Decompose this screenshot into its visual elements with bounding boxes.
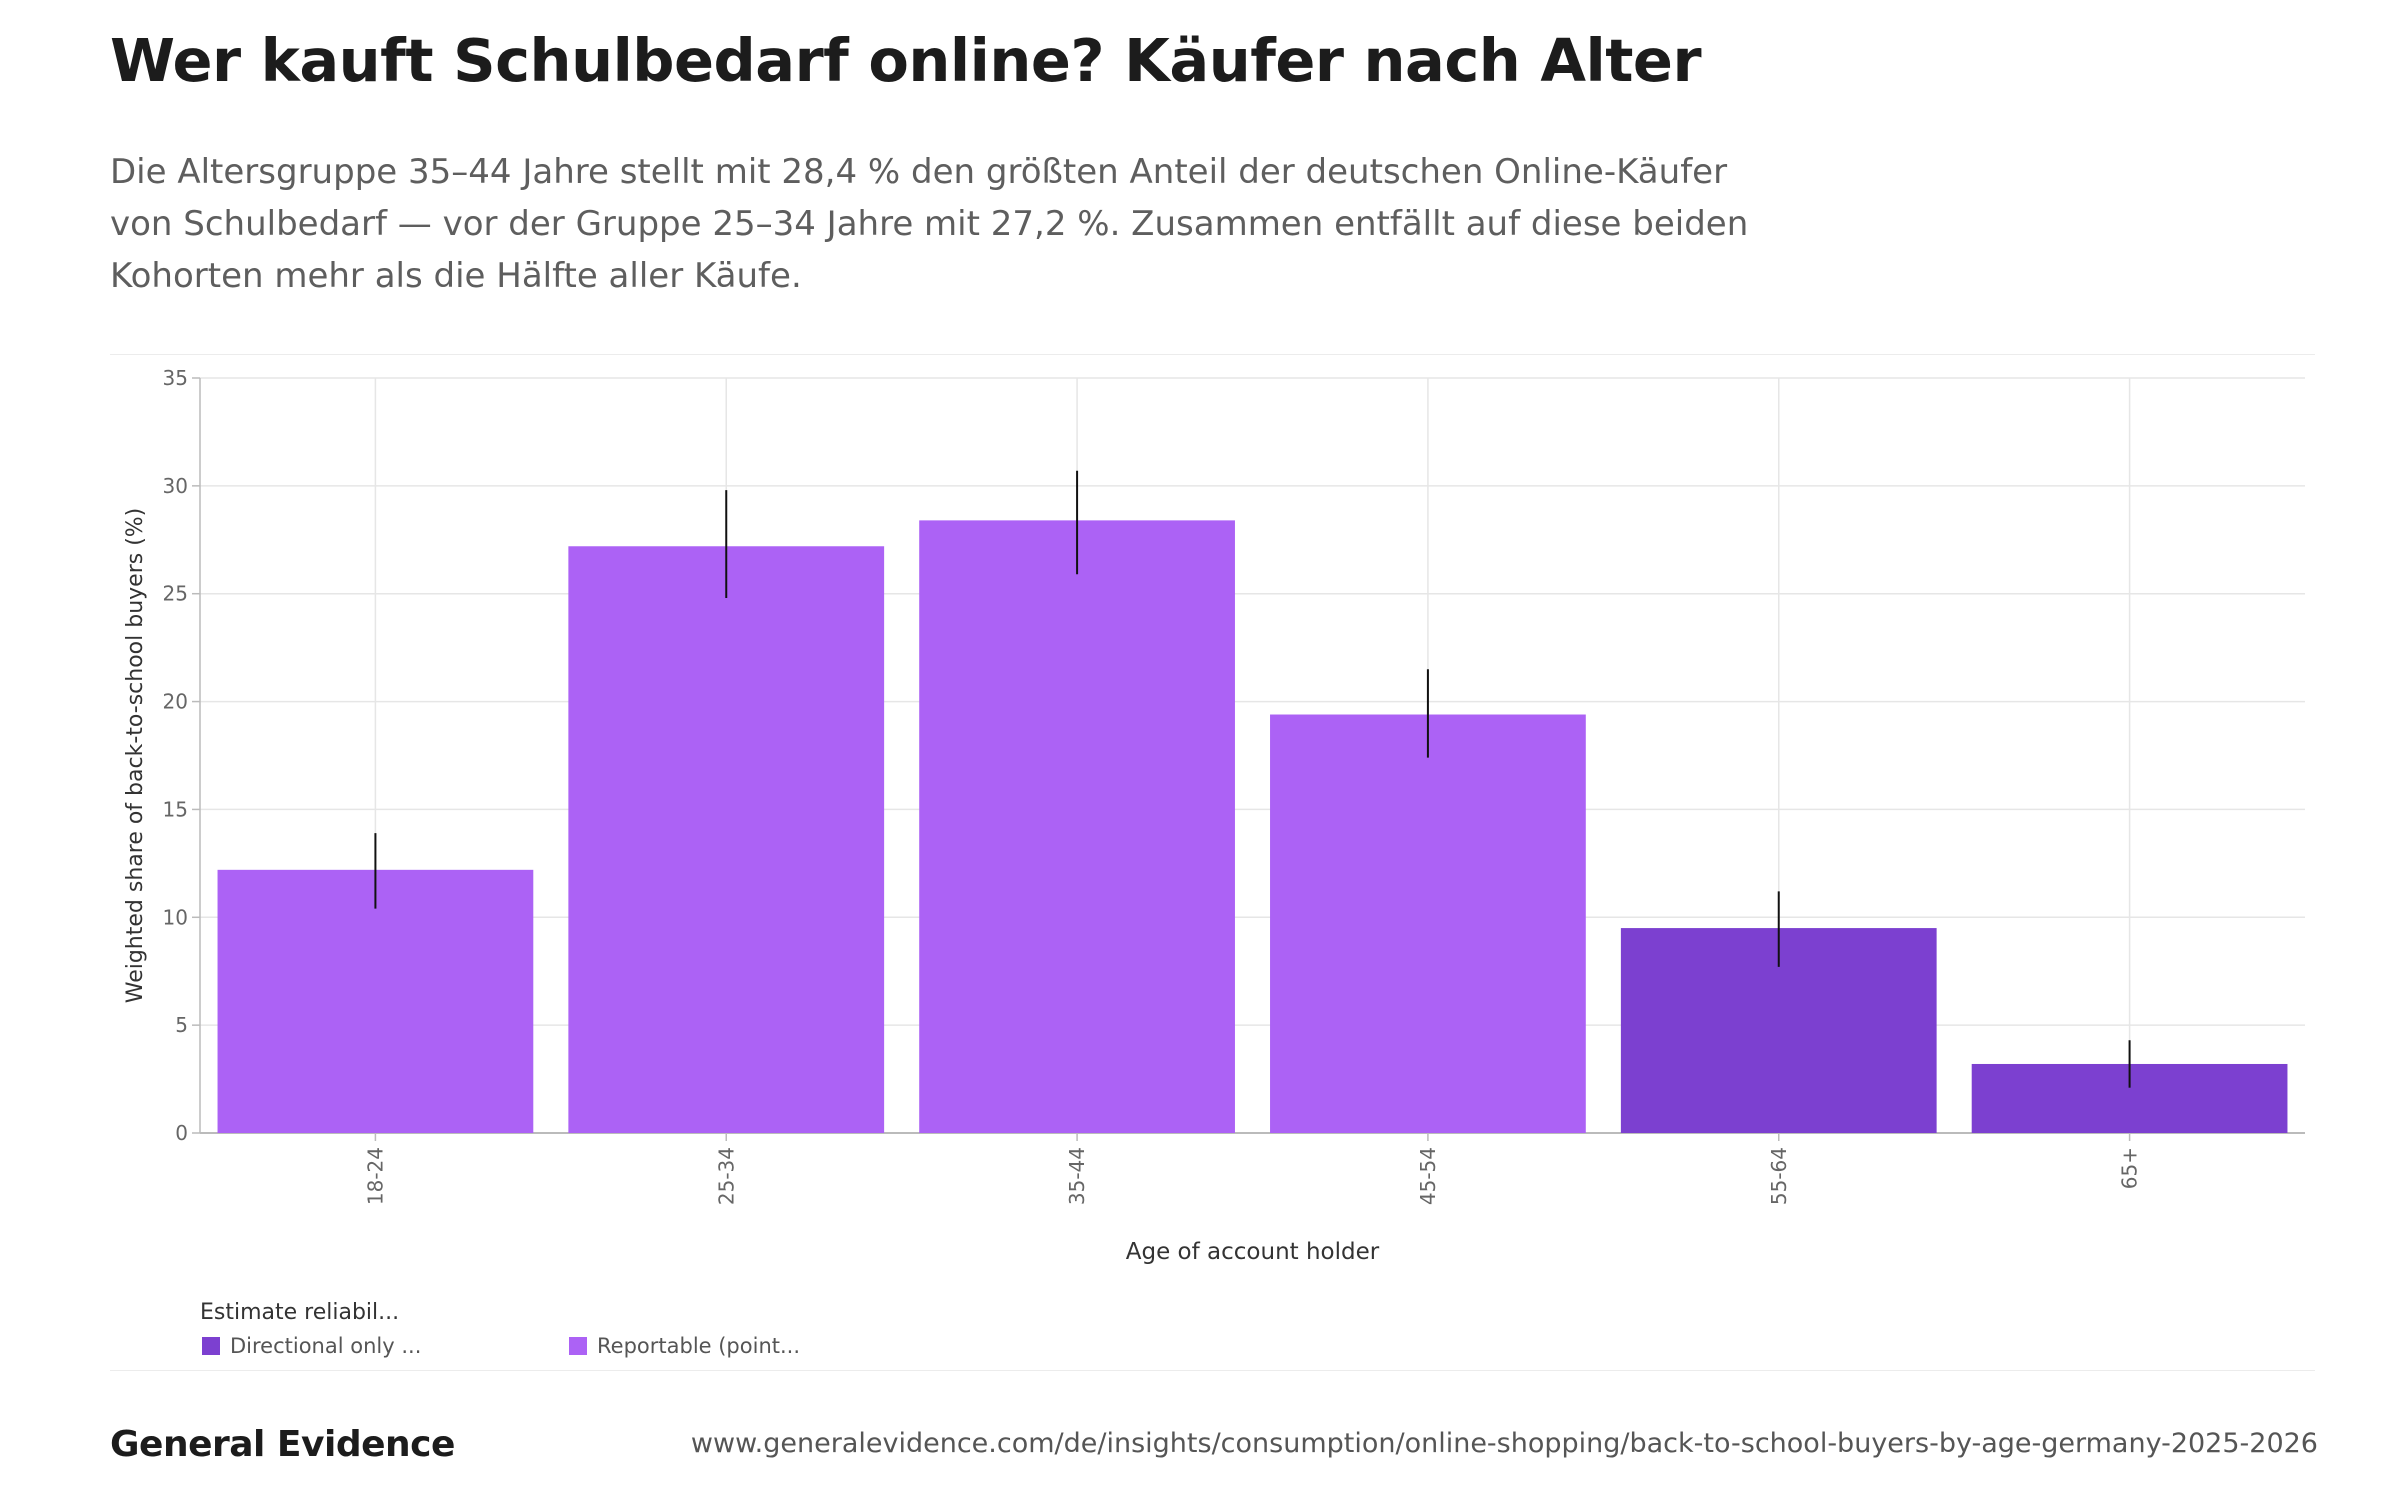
bar bbox=[919, 520, 1235, 1133]
x-tick-label: 25-34 bbox=[714, 1147, 738, 1205]
bar bbox=[217, 869, 534, 1133]
y-tick-label: 30 bbox=[163, 474, 188, 498]
y-tick-label: 35 bbox=[163, 366, 188, 390]
x-axis-title: Age of account holder bbox=[1126, 1239, 1380, 1265]
y-axis-title: Weighted share of back-to-school buyers … bbox=[123, 508, 148, 1004]
y-tick-label: 20 bbox=[163, 690, 188, 714]
bar bbox=[568, 546, 885, 1133]
page-subtitle: Die Altersgruppe 35–44 Jahre stellt mit … bbox=[110, 152, 1749, 296]
source-url[interactable]: www.generalevidence.com/de/insights/cons… bbox=[690, 1428, 2318, 1459]
legend-item-directional[interactable]: Directional only ... bbox=[202, 1334, 421, 1358]
y-tick-label: 5 bbox=[175, 1013, 188, 1037]
y-tick-label: 0 bbox=[175, 1121, 188, 1145]
x-tick-label: 65+ bbox=[2118, 1147, 2142, 1189]
legend-label-reportable: Reportable (point... bbox=[597, 1334, 801, 1358]
x-tick-label: 35-44 bbox=[1065, 1147, 1089, 1205]
y-tick-label: 10 bbox=[163, 905, 188, 929]
y-tick-label: 25 bbox=[163, 582, 188, 606]
brand-name: General Evidence bbox=[110, 1424, 455, 1465]
legend-label-directional: Directional only ... bbox=[230, 1334, 422, 1358]
bottom-divider bbox=[110, 1370, 2315, 1371]
y-tick-label: 15 bbox=[163, 797, 188, 821]
legend-swatch-directional bbox=[202, 1337, 220, 1355]
x-tick-label: 45-54 bbox=[1416, 1147, 1440, 1205]
x-tick-label: 55-64 bbox=[1767, 1147, 1791, 1205]
bar bbox=[1270, 714, 1586, 1133]
legend-title: Estimate reliabil... bbox=[200, 1300, 400, 1325]
page-title: Wer kauft Schulbedarf online? Käufer nac… bbox=[110, 26, 1702, 95]
legend-swatch-reportable bbox=[569, 1337, 587, 1355]
x-tick-label: 18-24 bbox=[363, 1147, 387, 1205]
legend-item-reportable[interactable]: Reportable (point... bbox=[569, 1334, 800, 1358]
top-divider bbox=[110, 354, 2315, 355]
